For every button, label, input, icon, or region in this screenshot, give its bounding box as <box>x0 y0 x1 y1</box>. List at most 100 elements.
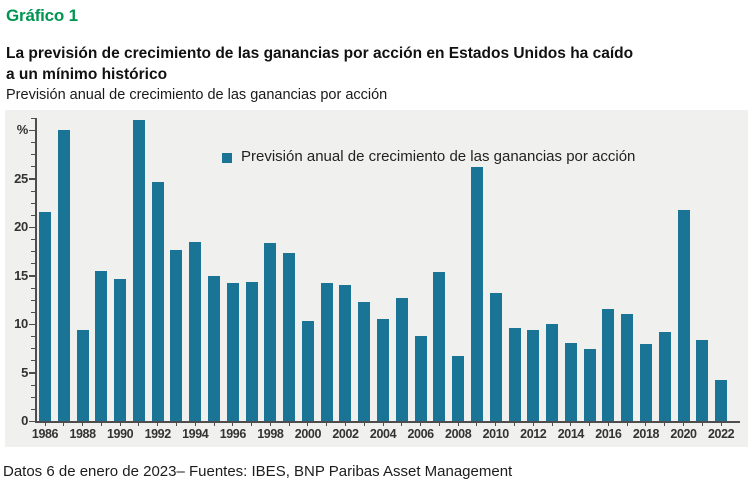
x-tick-2008 <box>457 423 459 426</box>
bar-1997 <box>245 282 258 421</box>
y-minor-tick <box>31 299 35 301</box>
x-tick-label-2012: 2012 <box>520 427 547 441</box>
y-minor-tick <box>31 348 35 350</box>
x-tick-2005 <box>401 423 403 426</box>
x-tick-2015 <box>589 423 591 426</box>
x-tick-1998 <box>269 423 271 426</box>
bar-2008 <box>452 356 465 421</box>
y-major-tick-0 <box>29 420 35 422</box>
y-major-tick-30 <box>29 129 35 131</box>
x-tick-2014 <box>570 423 572 426</box>
x-tick-label-2020: 2020 <box>670 427 697 441</box>
y-tick-label-%: % <box>16 122 29 137</box>
x-tick-label-1990: 1990 <box>107 427 134 441</box>
x-tick-1991 <box>138 423 140 426</box>
x-tick-2021 <box>701 423 703 426</box>
x-tick-2000 <box>307 423 309 426</box>
y-tick-label-20: 20 <box>14 219 28 234</box>
bar-2010 <box>489 292 502 421</box>
x-tick-label-2002: 2002 <box>332 427 359 441</box>
x-tick-label-1986: 1986 <box>31 427 59 441</box>
bar-1995 <box>208 276 221 421</box>
x-tick-label-1988: 1988 <box>69 427 96 441</box>
chart-subtitle: Previsión anual de crecimiento de las ga… <box>6 87 388 103</box>
x-tick-label-2008: 2008 <box>445 427 472 441</box>
bar-2009 <box>470 166 483 421</box>
y-minor-tick <box>31 384 35 386</box>
bar-2007 <box>433 271 446 421</box>
y-minor-tick <box>31 263 35 265</box>
x-tick-label-2000: 2000 <box>294 427 322 441</box>
y-tick-label-10: 10 <box>14 316 28 331</box>
bar-1986 <box>39 212 51 421</box>
x-tick-label-1996: 1996 <box>219 427 247 441</box>
y-axis-line <box>35 118 37 422</box>
y-minor-tick <box>31 336 35 338</box>
bar-1999 <box>283 253 296 421</box>
bar-1996 <box>226 283 239 421</box>
chart-title-line2: a un mínimo histórico <box>6 66 168 83</box>
bar-2015 <box>583 349 596 421</box>
y-minor-tick <box>31 360 35 362</box>
y-minor-tick <box>31 408 35 410</box>
x-tick-label-2010: 2010 <box>482 427 510 441</box>
bar-2021 <box>696 339 709 421</box>
x-tick-2007 <box>438 423 440 426</box>
x-tick-2009 <box>476 423 478 426</box>
legend-label: Previsión anual de crecimiento de las ga… <box>241 148 636 165</box>
x-tick-label-1998: 1998 <box>257 427 284 441</box>
legend: Previsión anual de crecimiento de las ga… <box>222 148 635 165</box>
x-tick-2022 <box>720 423 722 426</box>
x-tick-label-1992: 1992 <box>144 427 172 441</box>
y-tick-label-25: 25 <box>14 170 28 186</box>
bar-1993 <box>170 250 183 421</box>
x-axis-line <box>35 421 740 423</box>
bar-2004 <box>377 319 390 421</box>
y-minor-tick <box>31 239 35 241</box>
bar-1992 <box>151 182 164 421</box>
y-minor-tick <box>31 154 35 156</box>
bar-1998 <box>264 242 277 421</box>
x-tick-2012 <box>532 423 534 426</box>
bar-1994 <box>189 241 202 421</box>
y-tick-label-5: 5 <box>21 364 28 380</box>
bar-2003 <box>358 301 371 421</box>
plot-area: Previsión anual de crecimiento de las ga… <box>5 110 748 447</box>
bar-1987 <box>57 130 70 421</box>
x-tick-label-2022: 2022 <box>707 427 735 441</box>
chart-title: La previsión de crecimiento de las ganan… <box>6 43 633 85</box>
x-tick-2010 <box>495 423 497 426</box>
x-tick-1992 <box>157 423 159 426</box>
x-tick-1995 <box>213 423 215 426</box>
x-tick-1986 <box>44 423 46 426</box>
x-tick-2004 <box>382 423 384 426</box>
bar-2017 <box>621 314 634 421</box>
y-major-tick-5 <box>29 372 35 374</box>
y-major-tick-10 <box>29 323 35 325</box>
x-tick-1993 <box>175 423 177 426</box>
x-tick-label-1994: 1994 <box>182 427 209 441</box>
x-tick-2006 <box>420 423 422 426</box>
bar-2020 <box>677 209 690 421</box>
x-tick-1999 <box>288 423 290 426</box>
x-tick-2017 <box>626 423 628 426</box>
source-note: Datos 6 de enero de 2023– Fuentes: IBES,… <box>3 463 513 480</box>
x-tick-label-2004: 2004 <box>369 427 397 441</box>
y-minor-tick <box>31 117 35 119</box>
y-minor-tick <box>31 214 35 216</box>
x-tick-1987 <box>63 423 65 426</box>
x-tick-2001 <box>326 423 328 426</box>
x-tick-2020 <box>683 423 685 426</box>
bar-2011 <box>508 327 521 421</box>
y-minor-tick <box>31 142 35 144</box>
chart-number-label: Gráfico 1 <box>6 6 78 25</box>
bar-2016 <box>602 309 615 421</box>
y-major-tick-20 <box>29 226 35 228</box>
bar-2014 <box>564 343 577 421</box>
bar-2001 <box>320 283 333 421</box>
bar-1991 <box>132 120 145 421</box>
x-tick-label-2014: 2014 <box>557 427 585 441</box>
x-tick-1994 <box>194 423 196 426</box>
bar-2002 <box>339 285 352 421</box>
chart-title-line1: La previsión de crecimiento de las ganan… <box>6 45 634 62</box>
